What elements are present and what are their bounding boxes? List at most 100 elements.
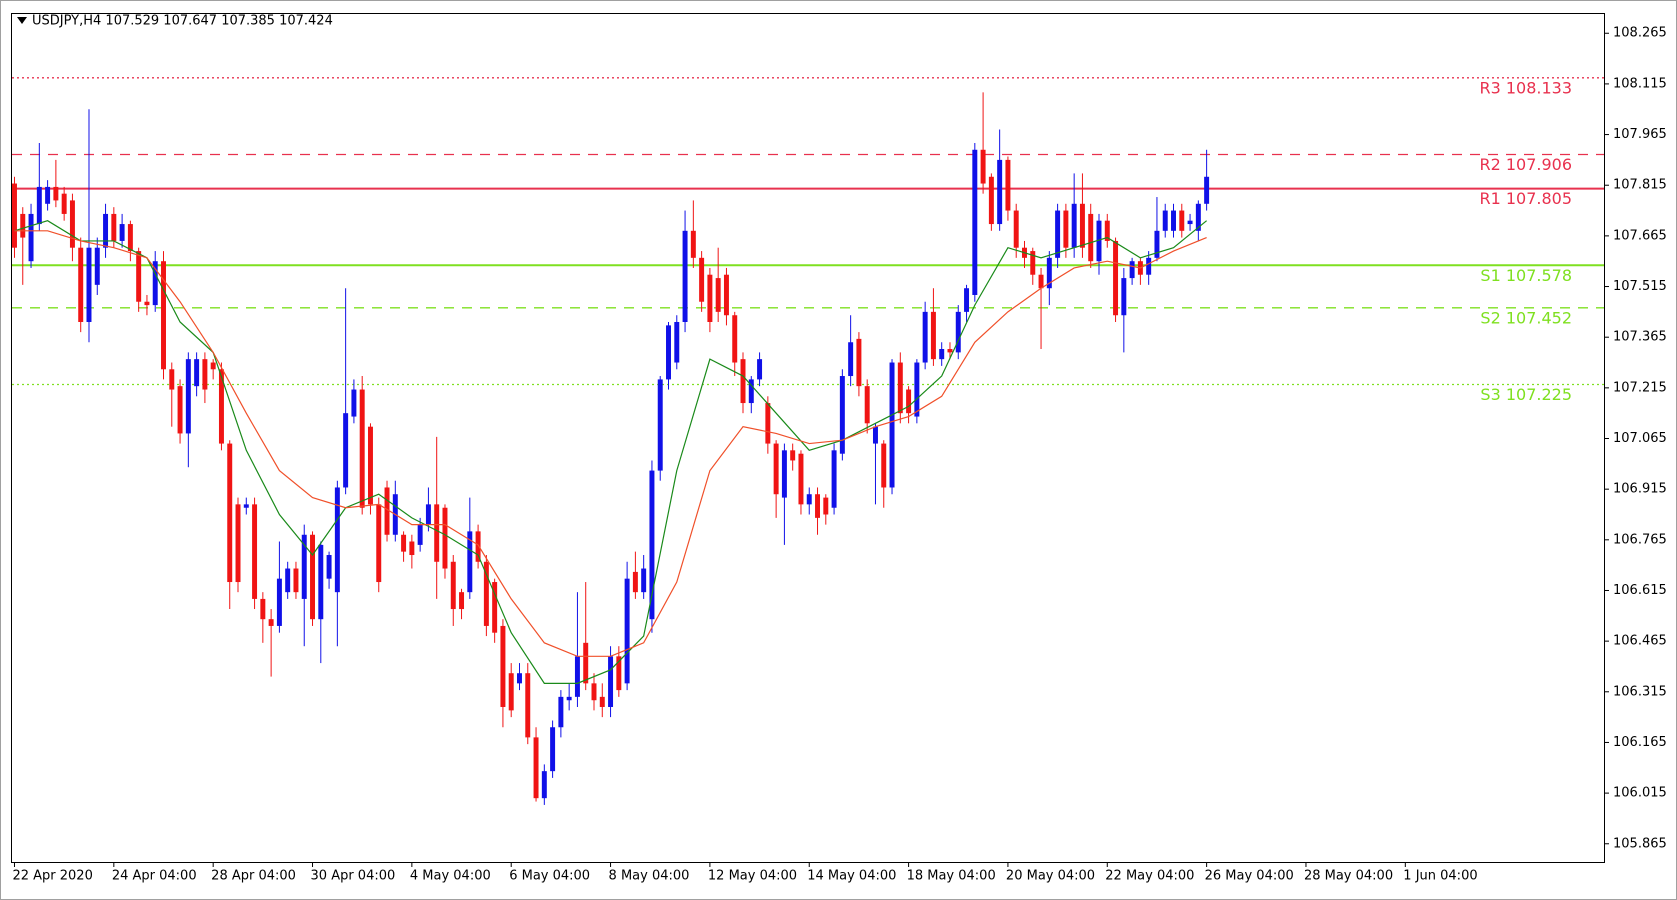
candle-body <box>641 568 647 593</box>
candle-body <box>1063 210 1069 248</box>
moving-average <box>14 230 1207 657</box>
candle-body <box>152 261 158 306</box>
candle-body <box>500 625 506 707</box>
candle-body <box>856 338 862 387</box>
candle-body <box>492 582 498 633</box>
candle-body <box>624 578 630 684</box>
candle-body <box>732 315 738 363</box>
candle-body <box>699 257 705 302</box>
candle-body <box>674 321 680 363</box>
candle-body <box>715 278 721 312</box>
candle-body <box>310 534 316 620</box>
candle-body <box>218 369 224 444</box>
candle-body <box>78 247 84 322</box>
candle-body <box>922 311 928 363</box>
level-label: S1 107.578 <box>1480 266 1572 285</box>
candle-body <box>599 696 605 707</box>
candle-body <box>1129 261 1135 279</box>
candle-body <box>53 186 59 201</box>
candle-body <box>798 453 804 505</box>
candle-body <box>359 389 365 508</box>
candle-body <box>1038 274 1044 289</box>
candle-body <box>508 673 514 711</box>
candle-body <box>1195 203 1201 231</box>
candle-body <box>897 362 903 414</box>
candle-body <box>1088 213 1094 262</box>
candle-body <box>268 619 274 626</box>
y-tick-label: 107.215 <box>1613 380 1667 395</box>
candle-body <box>707 274 713 322</box>
candle-body <box>61 193 67 214</box>
level-label: R2 107.906 <box>1479 155 1572 174</box>
candle-body <box>467 531 473 593</box>
candle-body <box>806 494 812 505</box>
candle-body <box>1005 159 1011 211</box>
candle-body <box>972 149 978 295</box>
candle-body <box>1071 203 1077 248</box>
x-tick-label: 24 Apr 04:00 <box>112 869 197 884</box>
x-tick-label: 28 May 04:00 <box>1304 869 1393 884</box>
candle-body <box>1055 210 1061 258</box>
candle-body <box>533 737 539 799</box>
level-label: S3 107.225 <box>1480 385 1572 404</box>
candle-body <box>1154 230 1160 258</box>
candle-body <box>955 311 961 353</box>
candle-body <box>558 696 564 728</box>
candle-body <box>550 727 556 772</box>
candle-body <box>119 224 125 241</box>
y-tick-label: 107.815 <box>1613 178 1667 193</box>
candle-body <box>566 696 572 701</box>
candle-body <box>401 534 407 552</box>
y-tick-label: 107.065 <box>1613 431 1667 446</box>
candle-body <box>823 497 829 515</box>
candle-body <box>127 224 133 252</box>
candle-body <box>906 389 912 414</box>
level-label: S2 107.452 <box>1480 308 1572 327</box>
candle-body <box>276 578 282 626</box>
candle-body <box>1187 220 1193 225</box>
x-tick-label: 26 May 04:00 <box>1205 869 1294 884</box>
y-tick-label: 106.915 <box>1613 482 1667 497</box>
candle-body <box>475 531 481 562</box>
candle-body <box>409 541 415 556</box>
candle-body <box>45 186 51 204</box>
candle-body <box>12 183 17 248</box>
candle-body <box>682 230 688 322</box>
candle-body <box>194 359 200 387</box>
candle-body <box>831 450 837 508</box>
x-tick-label: 6 May 04:00 <box>509 869 590 884</box>
candle-body <box>1121 278 1127 316</box>
y-tick-label: 106.165 <box>1613 735 1667 750</box>
candle-body <box>1013 210 1019 248</box>
candle-body <box>1096 220 1102 262</box>
candle-body <box>227 443 233 583</box>
candle-body <box>541 771 547 799</box>
candle-body <box>351 389 357 417</box>
candle-body <box>252 504 258 599</box>
candle-body <box>376 504 382 583</box>
candle-body <box>765 403 771 444</box>
candle-body <box>235 504 241 583</box>
candle-body <box>144 301 150 306</box>
x-tick-label: 18 May 04:00 <box>907 869 996 884</box>
candle-body <box>1146 257 1152 275</box>
candle-body <box>939 349 945 360</box>
y-tick-label: 106.315 <box>1613 684 1667 699</box>
candle-body <box>864 386 870 424</box>
candle-body <box>881 443 887 488</box>
candle-body <box>28 213 34 262</box>
y-tick-label: 106.015 <box>1613 786 1667 801</box>
candle-body <box>1171 210 1176 231</box>
candle-body <box>632 571 638 593</box>
candle-body <box>790 450 796 461</box>
x-tick-label: 4 May 04:00 <box>410 869 491 884</box>
candle-body <box>243 504 249 508</box>
candle-body <box>36 186 42 225</box>
candle-body <box>1046 257 1052 289</box>
x-tick-label: 30 Apr 04:00 <box>311 869 396 884</box>
candle-body <box>483 561 489 626</box>
candle-body <box>111 213 117 241</box>
candle-body <box>1104 220 1110 241</box>
candle-body <box>748 379 754 404</box>
level-label: R3 108.133 <box>1479 78 1572 97</box>
